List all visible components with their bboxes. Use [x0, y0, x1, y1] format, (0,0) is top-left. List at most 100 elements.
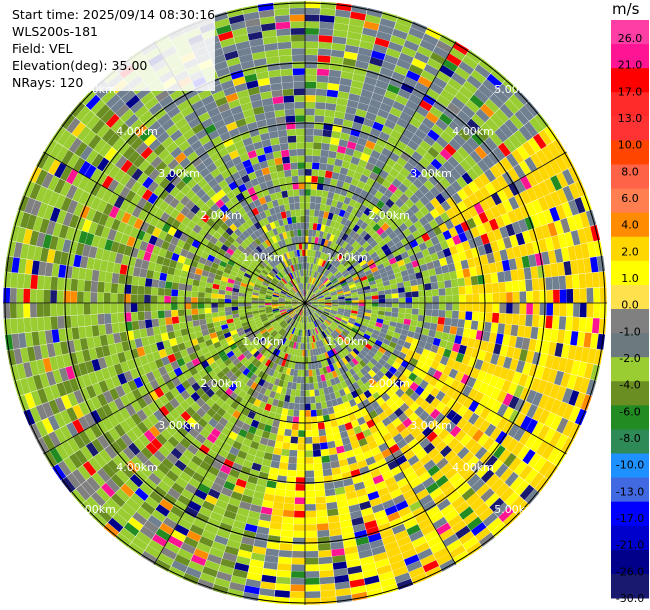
range-gate — [240, 252, 248, 260]
range-gate — [305, 108, 315, 116]
range-gate — [392, 433, 404, 444]
range-gate — [355, 536, 370, 546]
range-gate — [256, 334, 264, 341]
range-gate — [382, 338, 391, 346]
range-gate — [222, 137, 234, 148]
range-gate — [210, 168, 221, 179]
range-gate — [344, 422, 353, 431]
range-gate — [60, 409, 72, 425]
range-gate — [336, 97, 348, 106]
range-gate — [460, 336, 469, 347]
range-gate — [23, 317, 32, 333]
range-gate — [305, 343, 308, 350]
range-gate — [277, 263, 283, 271]
range-gate — [247, 345, 256, 353]
range-gate — [271, 303, 279, 305]
range-gate — [189, 366, 199, 376]
range-gate — [81, 480, 96, 496]
range-gate — [256, 478, 268, 487]
range-gate — [288, 196, 295, 204]
range-gate — [532, 392, 543, 407]
range-gate — [199, 428, 211, 439]
range-gate — [513, 130, 528, 145]
range-gate — [330, 258, 337, 265]
range-gate — [455, 501, 470, 515]
range-gate — [449, 168, 462, 181]
range-gate — [237, 216, 246, 225]
range-gate — [331, 348, 338, 356]
range-gate — [357, 542, 371, 553]
range-gate — [338, 458, 349, 467]
range-gate — [198, 228, 208, 238]
range-gate — [421, 328, 430, 336]
range-gate — [451, 310, 459, 319]
range-gate — [332, 235, 339, 244]
range-gate — [305, 303, 312, 305]
range-gate — [67, 437, 80, 453]
range-gate — [234, 419, 245, 429]
range-gate — [117, 293, 124, 303]
range-gate — [39, 372, 50, 388]
range-gate — [127, 379, 138, 392]
range-gate — [210, 384, 220, 393]
range-gate — [418, 471, 432, 483]
range-gate — [344, 273, 352, 280]
range-gate — [284, 169, 292, 178]
range-gate — [305, 95, 316, 102]
range-gate — [527, 137, 541, 153]
range-gate — [145, 278, 153, 287]
range-gate — [285, 422, 293, 430]
range-gate — [329, 249, 335, 257]
range-gate — [370, 333, 379, 340]
range-gate — [261, 139, 272, 148]
range-gate — [511, 371, 522, 385]
range-gate — [532, 406, 544, 422]
range-gate — [396, 438, 408, 449]
range-gate — [202, 438, 214, 450]
range-gate — [264, 343, 272, 350]
range-gate — [301, 269, 304, 277]
range-gate — [136, 249, 146, 260]
range-gate — [257, 175, 266, 184]
range-gate — [414, 199, 425, 210]
range-gate — [310, 403, 317, 410]
range-gate — [61, 476, 76, 493]
range-gate — [494, 128, 508, 143]
range-gate — [254, 428, 264, 437]
range-gate — [394, 529, 409, 541]
range-gate — [316, 523, 329, 531]
range-gate — [285, 298, 292, 301]
range-gate — [230, 196, 239, 206]
range-gate — [54, 397, 66, 413]
range-gate — [342, 57, 357, 67]
range-gate — [89, 182, 102, 197]
range-gate — [228, 150, 240, 160]
range-gate — [286, 266, 292, 274]
range-gate — [382, 432, 393, 443]
range-gate — [294, 101, 305, 109]
range-gate — [115, 208, 126, 222]
range-gate — [299, 309, 303, 316]
range-gate — [279, 543, 293, 551]
range-gate — [274, 157, 283, 166]
range-gate — [250, 324, 258, 331]
range-gate — [316, 82, 328, 90]
range-gate — [202, 374, 212, 384]
range-gate — [275, 583, 291, 591]
range-gate — [344, 326, 352, 333]
range-gate — [239, 444, 250, 454]
range-gate — [334, 581, 351, 590]
range-gate — [295, 277, 299, 285]
range-gate — [47, 415, 60, 431]
range-gate — [462, 536, 479, 551]
range-gate — [284, 102, 295, 110]
range-gate — [258, 262, 265, 270]
range-gate — [438, 222, 449, 233]
range-gate — [404, 198, 415, 209]
range-gate — [225, 310, 233, 316]
range-gate — [307, 356, 312, 364]
range-gate — [307, 349, 311, 357]
range-gate — [240, 466, 252, 476]
range-gate — [337, 275, 345, 281]
range-gate — [449, 326, 458, 335]
